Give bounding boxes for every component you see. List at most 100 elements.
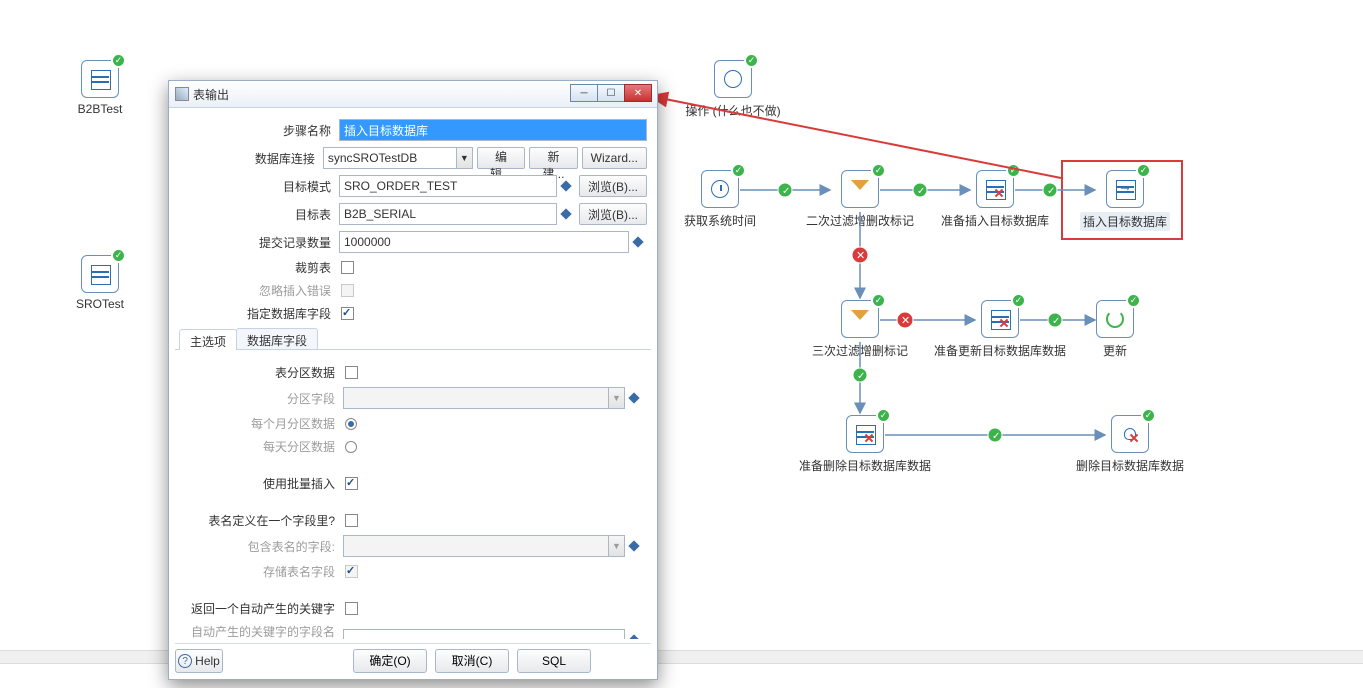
db-connection-label: 数据库连接 — [179, 150, 323, 167]
status-ok-icon: ✓ — [1126, 293, 1141, 308]
field-with-tablename-label: 包含表名的字段: — [183, 538, 343, 555]
node-update[interactable]: ✓ 更新 — [1080, 300, 1150, 359]
cancel-button[interactable]: 取消(C) — [435, 649, 509, 673]
browse-schema-button[interactable]: 浏览(B)... — [579, 175, 647, 197]
status-ok-icon: ✓ — [744, 53, 759, 68]
autogen-key-fieldname-label: 自动产生的关键字的字段名称 — [183, 623, 343, 639]
use-batch-insert-checkbox[interactable] — [345, 477, 358, 490]
variable-icon — [631, 235, 645, 249]
browse-table-button[interactable]: 浏览(B)... — [579, 203, 647, 225]
return-autogen-key-checkbox[interactable] — [345, 602, 358, 615]
node-label: 删除目标数据库数据 — [1065, 457, 1195, 474]
db-connection-select[interactable]: syncSROTestDB▼ — [323, 147, 473, 169]
node-label: 更新 — [1080, 342, 1150, 359]
app-icon — [175, 87, 189, 101]
target-table-label: 目标表 — [179, 206, 339, 223]
help-button[interactable]: ? Help — [175, 649, 223, 673]
node-label: 三次过滤增删标记 — [800, 342, 920, 359]
dialog-title: 表输出 — [193, 86, 571, 103]
node-label: 获取系统时间 — [675, 212, 765, 229]
new-connection-button[interactable]: 新建... — [529, 147, 577, 169]
main-tab-panel: 表分区数据 分区字段 ▼ 每个月分区数据 每天分区数据 使用批量插入 — [175, 350, 651, 639]
node-label: B2BTest — [70, 102, 130, 116]
monthly-partition-radio — [345, 418, 357, 430]
status-ok-icon: ✓ — [871, 293, 886, 308]
dialog-titlebar[interactable]: 表输出 ─ ☐ ✕ — [169, 81, 657, 108]
help-icon: ? — [178, 654, 192, 668]
tabstrip: 主选项 数据库字段 — [175, 328, 651, 350]
node-noop[interactable]: ✓ 操作 (什么也不做) — [668, 60, 798, 119]
partition-data-label: 表分区数据 — [183, 364, 343, 381]
target-schema-input[interactable] — [339, 175, 557, 197]
status-ok-icon: ✓ — [1141, 408, 1156, 423]
variable-icon — [627, 539, 641, 553]
target-table-input[interactable] — [339, 203, 557, 225]
specify-db-fields-label: 指定数据库字段 — [179, 305, 339, 322]
table-output-dialog[interactable]: 表输出 ─ ☐ ✕ 步骤名称 数据库连接 syncSROTestDB▼ 编辑..… — [168, 80, 658, 680]
status-ok-icon: ✓ — [111, 248, 126, 263]
commit-size-input[interactable] — [339, 231, 629, 253]
node-filter3[interactable]: ✓ 三次过滤增删标记 — [800, 300, 920, 359]
node-label: 二次过滤增删改标记 — [800, 212, 920, 229]
wizard-button[interactable]: Wizard... — [582, 147, 647, 169]
specify-db-fields-checkbox[interactable] — [341, 307, 354, 320]
status-ok-icon: ✓ — [731, 163, 746, 178]
variable-icon — [559, 207, 573, 221]
node-prep-update[interactable]: ✓ 准备更新目标数据库数据 — [930, 300, 1070, 359]
step-name-label: 步骤名称 — [179, 122, 339, 139]
truncate-checkbox[interactable] — [341, 261, 354, 274]
node-label: 准备更新目标数据库数据 — [930, 342, 1070, 359]
ok-button[interactable]: 确定(O) — [353, 649, 427, 673]
tab-dbfields[interactable]: 数据库字段 — [236, 328, 318, 349]
node-filter2[interactable]: ✓ 二次过滤增删改标记 — [800, 170, 920, 229]
truncate-label: 裁剪表 — [179, 259, 339, 276]
partition-field-select: ▼ — [343, 387, 625, 409]
minimize-button[interactable]: ─ — [570, 84, 598, 102]
node-prep-insert[interactable]: ✓ 准备插入目标数据库 — [935, 170, 1055, 229]
node-label: 操作 (什么也不做) — [668, 102, 798, 119]
variable-icon — [559, 179, 573, 193]
store-tablename-field-checkbox — [345, 565, 358, 578]
variable-icon — [627, 391, 641, 405]
autogen-key-fieldname-input — [343, 629, 625, 639]
use-batch-insert-label: 使用批量插入 — [183, 475, 343, 492]
sql-button[interactable]: SQL — [517, 649, 591, 673]
partition-data-checkbox[interactable] — [345, 366, 358, 379]
node-label: 准备删除目标数据库数据 — [795, 457, 935, 474]
step-name-input[interactable] — [339, 119, 647, 141]
ignore-insert-error-checkbox — [341, 284, 354, 297]
node-delete-target[interactable]: ✓ 删除目标数据库数据 — [1065, 415, 1195, 474]
field-with-tablename-select: ▼ — [343, 535, 625, 557]
daily-partition-radio — [345, 441, 357, 453]
status-ok-icon: ✓ — [871, 163, 886, 178]
chevron-down-icon: ▼ — [608, 536, 624, 556]
tab-main[interactable]: 主选项 — [179, 329, 237, 350]
monthly-partition-label: 每个月分区数据 — [183, 415, 343, 432]
node-prep-delete[interactable]: ✓ 准备删除目标数据库数据 — [795, 415, 935, 474]
tablename-in-field-checkbox[interactable] — [345, 514, 358, 527]
node-srotest[interactable]: ✓ SROTest — [70, 255, 130, 311]
tablename-in-field-label: 表名定义在一个字段里? — [183, 512, 343, 529]
edit-connection-button[interactable]: 编辑... — [477, 147, 525, 169]
dialog-footer: ? Help 确定(O) 取消(C) SQL — [175, 643, 651, 673]
partition-field-label: 分区字段 — [183, 390, 343, 407]
node-b2btest[interactable]: ✓ B2BTest — [70, 60, 130, 116]
target-schema-label: 目标模式 — [179, 178, 339, 195]
variable-icon — [627, 633, 641, 639]
status-ok-icon: ✓ — [111, 53, 126, 68]
maximize-button[interactable]: ☐ — [597, 84, 625, 102]
node-label: 准备插入目标数据库 — [935, 212, 1055, 229]
return-autogen-key-label: 返回一个自动产生的关键字 — [183, 600, 343, 617]
commit-size-label: 提交记录数量 — [179, 234, 339, 251]
close-button[interactable]: ✕ — [624, 84, 652, 102]
daily-partition-label: 每天分区数据 — [183, 438, 343, 455]
status-ok-icon: ✓ — [876, 408, 891, 423]
status-ok-icon: ✓ — [1011, 293, 1026, 308]
selection-highlight — [1061, 160, 1183, 240]
chevron-down-icon: ▼ — [456, 148, 472, 168]
node-get-systime[interactable]: ✓ 获取系统时间 — [675, 170, 765, 229]
store-tablename-field-label: 存储表名字段 — [183, 563, 343, 580]
ignore-insert-error-label: 忽略插入错误 — [179, 282, 339, 299]
chevron-down-icon: ▼ — [608, 388, 624, 408]
node-label: SROTest — [70, 297, 130, 311]
